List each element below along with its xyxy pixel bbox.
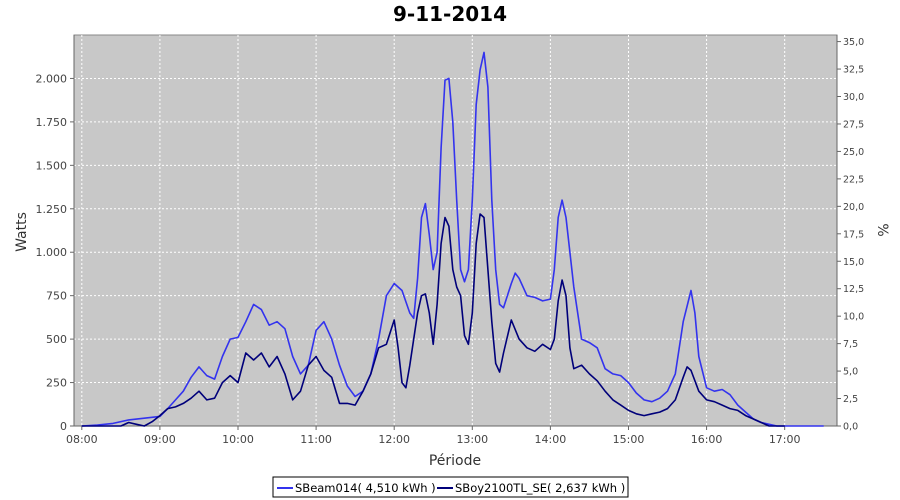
y-tick-label: 250 <box>46 377 67 390</box>
y2-tick-label: 10,0 <box>843 312 864 323</box>
x-tick-label: 13:00 <box>456 433 488 446</box>
y-tick-label: 500 <box>46 333 67 346</box>
y2-tick-label: 20,0 <box>843 202 864 213</box>
y-tick-label: 750 <box>46 290 67 303</box>
y-tick-label: 1.000 <box>36 246 68 259</box>
y2-tick-label: 2,5 <box>843 394 858 405</box>
legend-label-sbeam: SBeam014( 4,510 kWh ) <box>295 481 436 495</box>
y2-tick-label: 27,5 <box>843 119 864 130</box>
plot-area <box>73 34 838 427</box>
y2-tick-label: 15,0 <box>843 257 864 268</box>
legend-label-sboy: SBoy2100TL_SE( 2,637 kWh ) <box>455 481 625 495</box>
y2-axis-label: % <box>874 223 890 236</box>
x-tick-label: 12:00 <box>378 433 410 446</box>
y2-tick-label: 30,0 <box>843 92 864 103</box>
series-group <box>81 51 824 427</box>
y2-tick-label: 17,5 <box>843 229 864 240</box>
y-tick-label: 1.250 <box>36 203 68 216</box>
y2-tick-label: 12,5 <box>843 284 864 295</box>
y2-tick-label: 25,0 <box>843 147 864 158</box>
y-tick-label: 2.000 <box>36 72 68 85</box>
y-tick-label: 1.750 <box>36 116 68 129</box>
x-tick-label: 08:00 <box>66 433 98 446</box>
x-tick-label: 17:00 <box>769 433 801 446</box>
x-tick-label: 10:00 <box>222 433 254 446</box>
x-tick-label: 11:00 <box>300 433 332 446</box>
x-tick-label: 09:00 <box>144 433 176 446</box>
y-tick-label: 1.500 <box>36 159 68 172</box>
x-tick-label: 15:00 <box>613 433 645 446</box>
y2-tick-label: 0,0 <box>843 422 858 433</box>
x-tick-label: 14:00 <box>535 433 567 446</box>
axes: 08:00 09:00 10:00 11:00 12:00 13:00 14:00 15:00… <box>36 35 864 446</box>
y2-tick-label: 35,0 <box>843 37 864 48</box>
y-axis-label: Watts <box>14 212 30 252</box>
series-line-sboy2100tl-se <box>81 213 785 427</box>
y2-tick-label: 7,5 <box>843 339 858 350</box>
y2-tick-label: 5,0 <box>843 367 858 378</box>
x-tick-label: 16:00 <box>691 433 723 446</box>
legend: SBeam014( 4,510 kWh ) SBoy2100TL_SE( 2,6… <box>272 476 629 498</box>
y2-tick-label: 22,5 <box>843 174 864 185</box>
x-axis-label: Période <box>429 453 481 469</box>
y-tick-label: 0 <box>60 420 67 433</box>
y2-tick-label: 32,5 <box>843 65 864 76</box>
chart-title: 9-11-2014 <box>393 2 507 26</box>
series-line-sbeam014 <box>81 51 824 427</box>
